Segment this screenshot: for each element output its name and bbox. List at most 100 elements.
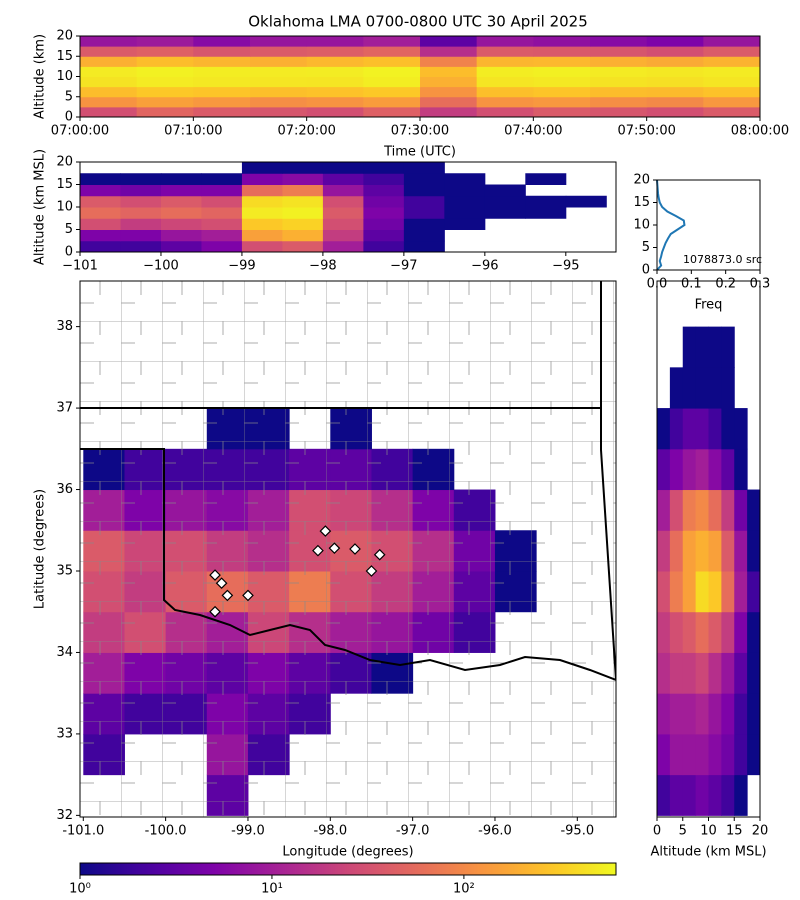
x-tick-label: 08:00:00: [731, 124, 789, 139]
cell: [250, 56, 308, 67]
cell: [695, 530, 709, 572]
cell: [669, 367, 684, 409]
cell: [160, 240, 202, 252]
cell: [533, 106, 591, 117]
cell: [747, 733, 760, 776]
y-axis-label: Latitude (degrees): [33, 489, 48, 609]
cell: [708, 774, 722, 816]
cell: [682, 408, 697, 450]
cell: [657, 530, 671, 572]
y-tick-label: 20: [56, 29, 73, 44]
cell: [669, 489, 684, 531]
station: [373, 548, 386, 561]
cell: [747, 693, 760, 735]
cell: [120, 195, 162, 208]
cell: [747, 611, 760, 653]
cell: [80, 56, 138, 67]
cell: [695, 408, 709, 450]
cell: [363, 66, 421, 77]
cell: [420, 46, 478, 57]
cell: [682, 774, 697, 816]
heatmap: [80, 162, 607, 252]
cell: [80, 66, 138, 77]
heatmap: [80, 36, 760, 117]
cell: [136, 46, 194, 57]
cell: [403, 218, 445, 230]
cell: [476, 76, 534, 88]
cell: [646, 46, 704, 57]
cell: [703, 96, 760, 108]
cell: [241, 184, 283, 197]
cell: [322, 229, 364, 242]
cell: [708, 448, 722, 491]
frame: [79, 280, 617, 818]
cell: [420, 86, 478, 98]
x-tick-label: −99: [228, 259, 255, 274]
cell: [322, 173, 364, 185]
cell: [484, 195, 526, 208]
x-tick-label: 07:20:00: [277, 124, 335, 139]
cell: [250, 86, 308, 98]
cell: [306, 36, 364, 47]
cell: [306, 66, 364, 77]
cell: [734, 733, 748, 776]
y-tick-label: 5: [65, 89, 73, 104]
x-tick-label: −101: [62, 259, 98, 274]
cell: [721, 693, 735, 735]
cell: [306, 46, 364, 57]
cell: [747, 489, 760, 531]
x-tick-label: 5: [679, 824, 687, 839]
cell: [721, 611, 735, 653]
cell: [646, 76, 704, 88]
cell: [703, 66, 760, 77]
station: [209, 569, 221, 581]
y-axis-label: Altitude (km MSL): [33, 149, 48, 265]
cell: [136, 76, 194, 88]
cell: [533, 36, 591, 47]
cell: [590, 36, 648, 47]
cell: [282, 173, 324, 185]
station: [209, 605, 221, 618]
cell: [708, 652, 722, 694]
cell: [657, 693, 671, 735]
frame: [79, 862, 617, 876]
cell: [363, 76, 421, 88]
cell: [120, 229, 162, 242]
cell: [703, 36, 760, 47]
y-tick-label: 10: [633, 218, 650, 233]
cell: [193, 96, 251, 108]
y-tick-label: 5: [642, 240, 650, 255]
cell: [747, 530, 760, 572]
x-tick-label: -99.0: [231, 824, 265, 839]
cell: [282, 184, 324, 197]
cell: [193, 46, 251, 57]
x-tick-label: -97.0: [396, 824, 430, 839]
cell: [484, 184, 526, 197]
cell: [747, 570, 760, 613]
cell: [695, 774, 709, 816]
cell: [120, 173, 162, 185]
cell: [250, 76, 308, 88]
cell: [322, 162, 364, 174]
cell: [476, 56, 534, 67]
cell: [533, 96, 591, 108]
cell: [282, 229, 324, 242]
cell: [241, 207, 283, 219]
y-tick-label: 35: [56, 563, 73, 578]
x-tick-label: -101.0: [62, 824, 104, 839]
x-tick-label: 10²: [453, 882, 475, 897]
cell: [363, 195, 405, 208]
station: [349, 543, 361, 555]
cell: [160, 229, 202, 242]
y-tick-label: 10: [56, 69, 73, 84]
cell: [241, 229, 283, 242]
cell: [669, 733, 684, 776]
cell: [476, 36, 534, 47]
cell: [657, 570, 671, 613]
cell: [80, 184, 121, 197]
cell: [476, 106, 534, 117]
cell: [590, 86, 648, 98]
cell: [136, 56, 194, 67]
map-borders: [80, 281, 616, 817]
x-tick-label: 20: [752, 824, 769, 839]
